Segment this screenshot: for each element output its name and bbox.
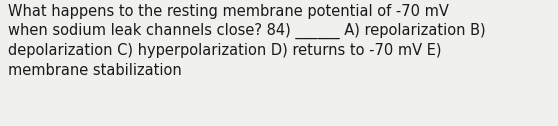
Text: What happens to the resting membrane potential of -70 mV
when sodium leak channe: What happens to the resting membrane pot… bbox=[8, 4, 486, 78]
